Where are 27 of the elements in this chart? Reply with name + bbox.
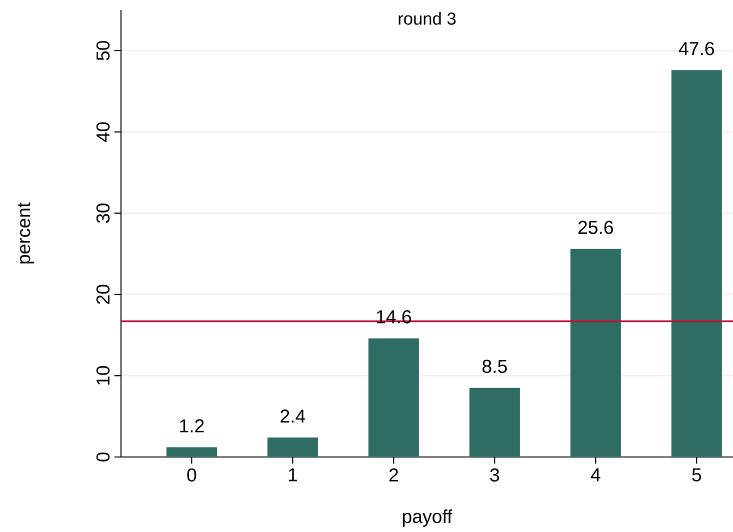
x-tick-label: 1 (288, 468, 297, 482)
bar (469, 388, 520, 457)
data-label: 2.4 (280, 410, 306, 423)
y-tick-label: 40 (96, 122, 110, 142)
bar (166, 447, 217, 457)
x-tick-label: 3 (490, 468, 500, 482)
bar (368, 338, 419, 457)
y-tick-label: 30 (96, 204, 110, 223)
data-label: 25.6 (578, 220, 613, 234)
x-tick-label: 4 (590, 468, 600, 482)
bar (267, 437, 318, 457)
y-axis-title: percent (18, 202, 34, 264)
x-tick-label: 0 (187, 468, 196, 482)
x-tick-label: 5 (692, 468, 702, 482)
chart-title: round 3 (398, 12, 456, 25)
data-label: 1.2 (180, 419, 204, 432)
bar (671, 70, 722, 457)
x-tick-label: 2 (389, 468, 398, 482)
y-tick-label: 50 (96, 40, 110, 60)
bar (570, 248, 621, 457)
y-tick-label: 10 (96, 366, 110, 385)
x-axis-title: payoff (402, 509, 452, 527)
data-label: 14.6 (376, 310, 412, 324)
y-tick-label: 20 (96, 284, 110, 304)
data-label: 8.5 (482, 360, 507, 373)
y-tick-label: 0 (96, 452, 110, 462)
data-label: 47.6 (678, 42, 714, 56)
